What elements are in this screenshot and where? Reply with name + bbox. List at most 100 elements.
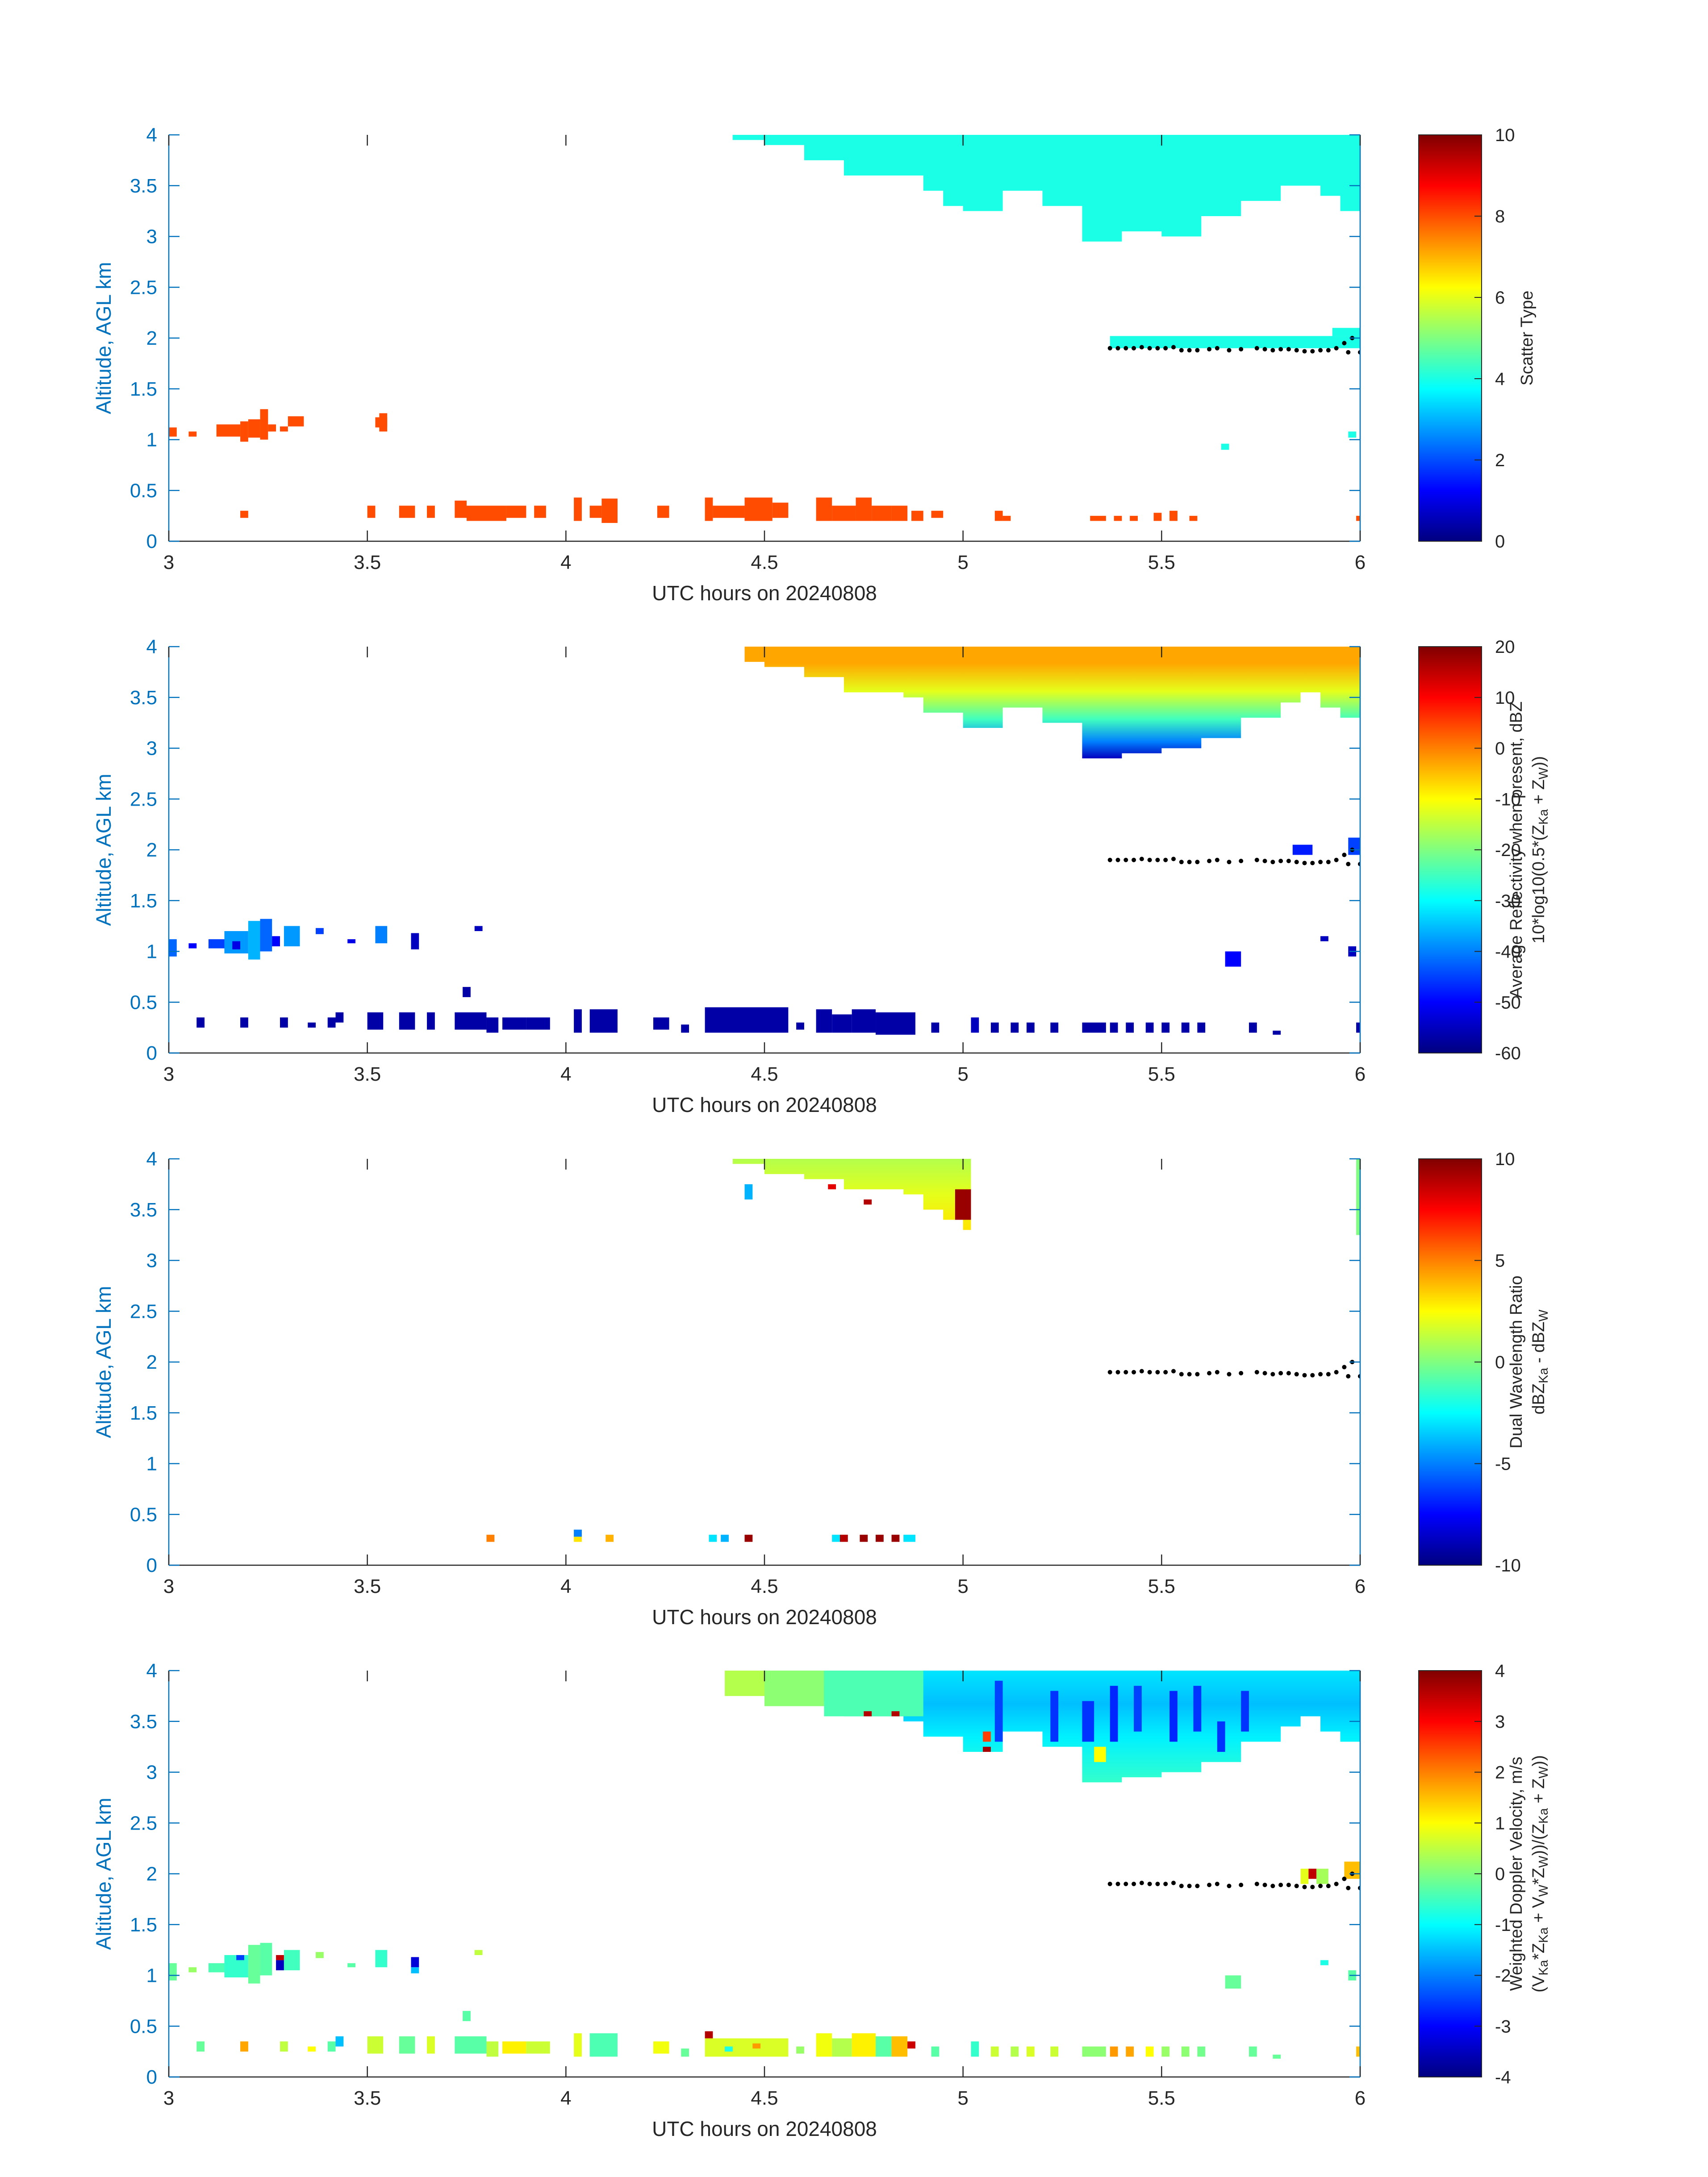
cloud-layer [732,135,1360,242]
data-cell [367,1012,384,1030]
data-cell [764,1671,824,1706]
colorbar-tick-label: -3 [1495,2017,1511,2036]
data-cell [705,2038,789,2057]
colorbar-tick-label: -50 [1495,993,1521,1012]
data-cell [752,2043,761,2049]
data-cell [891,1711,900,1717]
colorbar-label-part: Ka [1537,1927,1551,1943]
data-cell [713,506,745,518]
marker-dot [1270,1372,1275,1377]
marker-dot [1107,1881,1112,1886]
data-cell [367,506,376,518]
data-cell [260,409,268,440]
data-cell [1356,2046,1360,2057]
marker-dot [1107,1370,1112,1375]
x-tick-label: 5 [957,2087,968,2109]
x-tick-label: 4.5 [751,552,778,573]
marker-dot [1155,1881,1160,1886]
marker-dot [1346,1374,1351,1379]
data-cell [1181,1022,1190,1033]
data-cell [260,919,272,952]
data-cell [1320,1960,1328,1965]
data-cell [872,506,892,521]
data-cell [816,2033,832,2057]
colorbar-tick-label: 2 [1495,451,1505,470]
data-cell [1225,951,1241,967]
y-axis-label: Altitude, AGL km [92,774,115,926]
colorbar-label-part: ))/(Z [1529,1824,1548,1856]
marker-dot [1171,345,1176,350]
colorbar-tick-label: -1 [1495,1915,1511,1935]
y-tick-label: 0 [146,1554,157,1576]
y-tick-label: 2.5 [130,276,157,298]
marker-dot [1147,346,1152,351]
marker-dot [1334,1370,1339,1375]
panel-4: 3 3.5 4 4.5 5 5.5 6 0 0.5 1 1.5 2 2.5 3 3.5 4 UTC hours … [92,1660,1551,2140]
marker-dot [1179,860,1184,865]
marker-dot [1270,860,1275,865]
marker-dot [1262,859,1267,864]
data-cell [335,2036,344,2047]
marker-dot [1115,857,1120,862]
data-cell [526,1017,550,1030]
data-cell [1356,516,1360,521]
colorbar-label-part: dBZ [1529,1383,1548,1415]
data-cell [852,2033,876,2057]
data-cell [911,510,923,521]
data-cell [994,510,1003,521]
colorbar-tick-label: 6 [1495,288,1505,308]
marker-dot [1139,1880,1144,1885]
colorbar-tick-label: -4 [1495,2068,1511,2087]
marker-dot [1262,347,1267,352]
marker-dot [1187,1372,1192,1377]
y-tick-label: 0.5 [130,991,157,1013]
y-tick-label: 3.5 [130,175,157,197]
data-cell [1193,1686,1202,1732]
data-cell [907,2041,915,2049]
data-cell [463,2011,471,2021]
data-cell [467,506,506,521]
x-tick-label: 4.5 [751,1575,778,1597]
x-tick-label: 3 [163,1063,174,1085]
data-cell [1094,1747,1106,1762]
data-cell [1011,1022,1019,1033]
x-tick-label: 5 [957,1575,968,1597]
marker-dot [1346,861,1351,866]
data-cell [574,1009,582,1033]
data-cell [1320,936,1328,941]
y-tick-label: 0.5 [130,1504,157,1525]
y-tick-label: 2 [146,1351,157,1373]
marker-dot [1132,857,1136,862]
data-cell [474,926,483,931]
data-cell [169,427,177,437]
x-tick-label: 3 [163,1575,174,1597]
data-cell [1348,837,1360,855]
data-cell [427,2036,435,2054]
marker-dot [1318,348,1323,353]
colorbar-label: Scatter Type [1518,291,1537,386]
y-tick-label: 0.5 [130,2015,157,2037]
marker-dot [1318,1372,1323,1377]
plot-area [169,1671,1360,2077]
y-tick-label: 3 [146,226,157,248]
colorbar-label-part: W [1537,767,1551,779]
data-cell [240,421,248,442]
data-cell [721,1534,729,1542]
data-cell [1130,516,1138,521]
y-tick-label: 4 [146,636,157,658]
colorbar: -60 -50 -40 -30 -20 -10 0 10 20 Average Reflectiv… [1418,637,1551,1063]
data-cell [1002,516,1011,521]
data-cell [1197,2046,1206,2057]
marker-dot [1187,860,1192,865]
y-tick-label: 2 [146,1863,157,1885]
marker-dot [1195,1372,1200,1377]
data-cell [705,2031,713,2039]
data-cell [903,1534,915,1542]
data-cell [744,497,773,521]
y-tick-label: 2.5 [130,788,157,810]
data-cell [994,1680,1003,1742]
data-cell [196,1017,205,1028]
data-cell [236,1955,244,1960]
data-cell [1082,1022,1106,1033]
marker-dot [1123,346,1128,351]
